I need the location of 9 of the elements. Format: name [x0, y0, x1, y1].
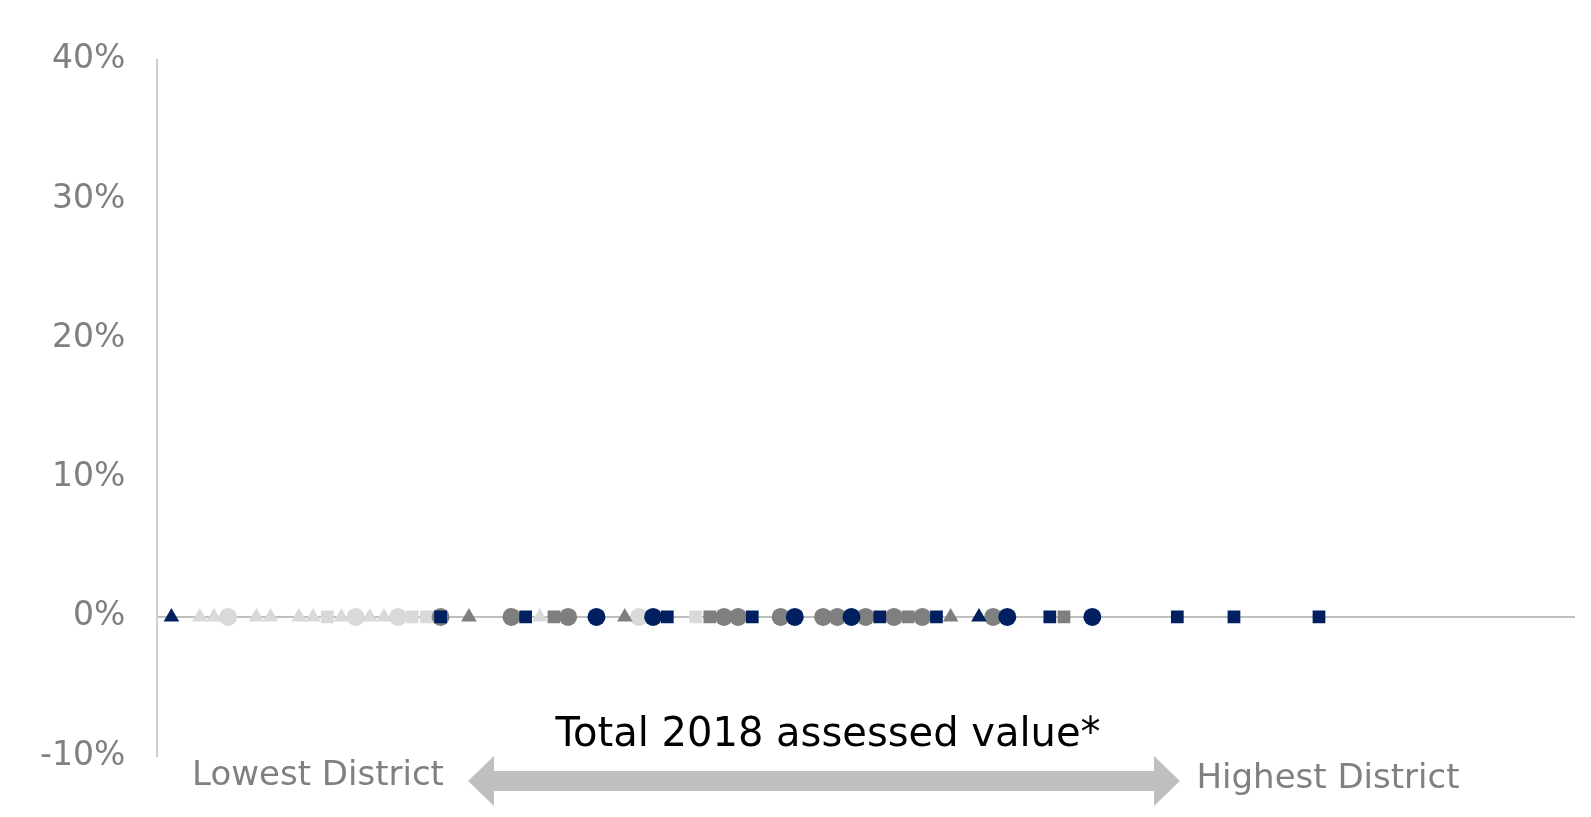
annotation: Highest District: [1196, 755, 1460, 796]
y-tick-label: 20%: [51, 315, 126, 355]
annotation: Lowest District: [192, 752, 444, 793]
y-tick-label: -10%: [39, 733, 126, 773]
y-tick-label: 10%: [51, 455, 126, 495]
y-tick-label: 40%: [51, 37, 126, 77]
annotation: Total 2018 assessed value*: [554, 709, 1101, 756]
y-tick-label: 30%: [51, 176, 126, 216]
y-tick-label: 0%: [72, 594, 126, 634]
